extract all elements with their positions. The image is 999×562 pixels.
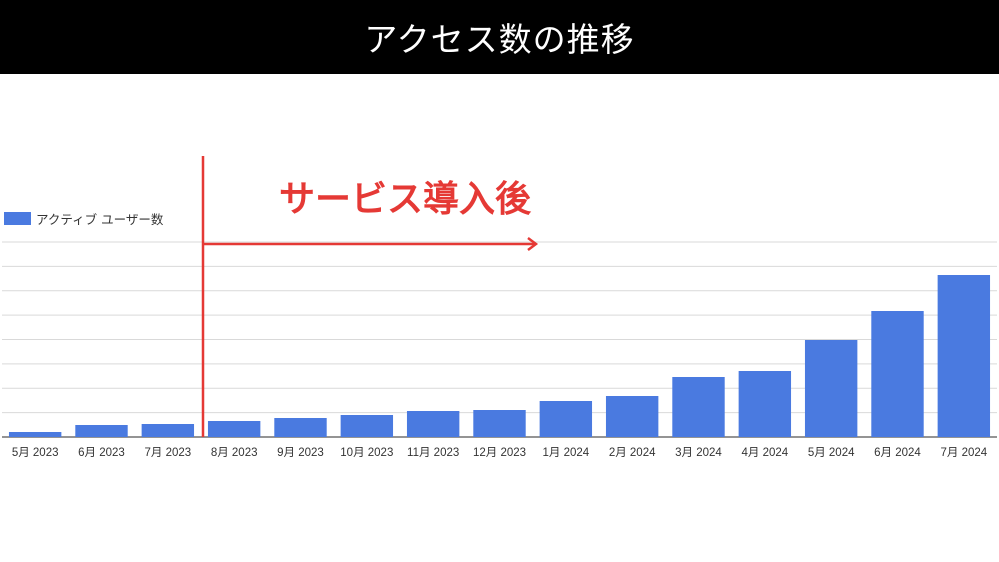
- bar: [75, 425, 128, 437]
- annotation: サービス導入後: [201, 156, 539, 437]
- annotation-label: サービス導入後: [279, 179, 532, 220]
- bar: [473, 410, 526, 437]
- bar: [340, 415, 394, 437]
- x-axis-labels: 5月 2023 6月 2023 7月 2023 8月 2023 9月 2023 10月 2…: [12, 447, 988, 459]
- bar: [672, 377, 725, 437]
- x-tick-label: 10月 2023: [340, 447, 393, 459]
- legend-swatch: [4, 212, 31, 225]
- x-tick-label: 6月 2024: [874, 447, 921, 459]
- x-tick-label: 1月 2024: [542, 447, 589, 459]
- x-tick-label: 4月 2024: [741, 447, 788, 459]
- bar: [937, 275, 991, 437]
- bar: [207, 421, 261, 437]
- bar: [539, 401, 593, 437]
- x-tick-label: 5月 2024: [808, 447, 855, 459]
- x-tick-label: 7月 2024: [940, 447, 987, 459]
- x-tick-label: 8月 2023: [211, 447, 258, 459]
- bar: [605, 396, 659, 437]
- bar: [804, 340, 858, 437]
- page-title: アクセス数の推移: [364, 20, 635, 59]
- bar: [406, 411, 460, 437]
- arrow-head: [527, 237, 539, 251]
- bars: [8, 275, 991, 437]
- x-tick-label: 6月 2023: [78, 447, 125, 459]
- bar-chart: 5月 2023 6月 2023 7月 2023 8月 2023 9月 2023 10月 2…: [2, 156, 997, 459]
- legend: アクティブ ユーザー数: [4, 212, 164, 227]
- x-tick-label: 9月 2023: [277, 447, 324, 459]
- x-tick-label: 12月 2023: [473, 447, 526, 459]
- x-tick-label: 5月 2023: [12, 447, 59, 459]
- bar: [871, 311, 924, 437]
- x-tick-label: 3月 2024: [675, 447, 722, 459]
- bar: [141, 424, 195, 437]
- bar: [738, 371, 792, 437]
- x-tick-label: 7月 2023: [144, 447, 191, 459]
- bar: [8, 432, 62, 437]
- x-tick-label: 11月 2023: [407, 447, 459, 459]
- legend-label: アクティブ ユーザー数: [36, 212, 164, 227]
- bar: [274, 418, 327, 437]
- x-tick-label: 2月 2024: [609, 447, 656, 459]
- title-bar: アクセス数の推移: [0, 0, 999, 74]
